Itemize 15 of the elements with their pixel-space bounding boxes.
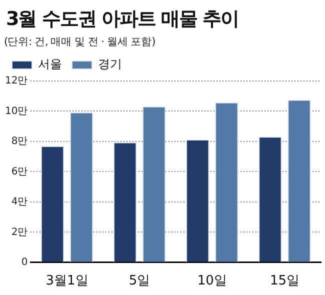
y-tick-label: 10만: [4, 106, 28, 117]
y-tick-label: 0: [21, 256, 28, 268]
x-tick-label: 3월1일: [46, 274, 88, 289]
y-tick-label: 4만: [11, 196, 28, 208]
x-tick-label: 10일: [197, 274, 227, 289]
legend-label: 서울: [38, 57, 62, 72]
chart-title: 3월 수도권 아파트 매물 추이: [6, 7, 240, 32]
chart-subtitle: (단위: 건, 매매 및 전 · 월세 포함): [4, 35, 156, 49]
y-tick-label: 6만: [11, 166, 28, 178]
y-tick-label: 2만: [11, 226, 28, 238]
y-tick-label: 12만: [4, 76, 28, 87]
y-tick-label: 8만: [11, 136, 28, 148]
x-tick-label: 15일: [270, 274, 300, 289]
legend-label: 경기: [98, 57, 122, 72]
x-tick-label: 5일: [128, 274, 150, 289]
